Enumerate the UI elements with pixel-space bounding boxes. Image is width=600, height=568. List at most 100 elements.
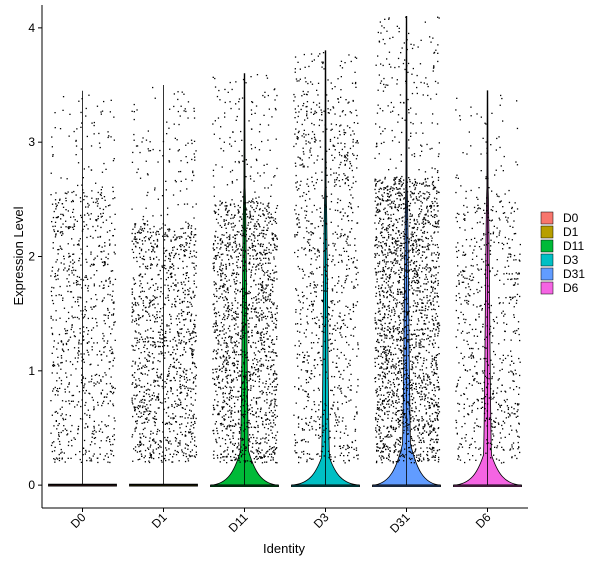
data-point <box>190 338 192 340</box>
data-point <box>429 439 432 442</box>
data-point <box>219 285 222 287</box>
data-point <box>95 305 97 307</box>
data-point <box>110 376 112 378</box>
data-point <box>227 291 229 294</box>
data-point <box>106 437 108 439</box>
data-point <box>73 437 75 439</box>
data-point <box>219 239 221 242</box>
data-point <box>242 227 244 229</box>
data-point <box>177 150 179 152</box>
data-point <box>294 444 296 447</box>
data-point <box>313 141 316 143</box>
data-point <box>191 348 193 351</box>
data-point <box>212 244 215 246</box>
data-point <box>275 389 278 391</box>
data-point <box>179 328 181 330</box>
data-point <box>147 354 149 356</box>
data-point <box>344 314 346 316</box>
data-point <box>162 223 164 225</box>
data-point <box>299 78 301 80</box>
data-point <box>227 289 229 291</box>
data-point <box>232 347 234 349</box>
data-point <box>224 244 226 246</box>
data-point <box>352 304 355 306</box>
data-point <box>87 285 90 287</box>
data-point <box>267 274 269 276</box>
data-point <box>394 204 396 206</box>
data-point <box>248 292 250 295</box>
data-point <box>109 243 111 245</box>
data-point <box>217 208 220 211</box>
data-point <box>264 254 266 256</box>
data-point <box>273 451 275 454</box>
data-point <box>235 377 238 379</box>
data-point <box>134 449 137 452</box>
data-point <box>234 342 236 344</box>
data-point <box>270 404 272 406</box>
data-point <box>174 253 177 255</box>
data-point <box>255 442 257 445</box>
data-point <box>309 244 311 246</box>
data-point <box>236 446 239 448</box>
data-point <box>154 289 156 292</box>
data-point <box>76 275 79 278</box>
data-point <box>101 421 103 423</box>
data-point <box>303 429 305 431</box>
data-point <box>225 413 227 416</box>
data-point <box>338 416 340 418</box>
data-point <box>191 231 193 233</box>
data-point <box>172 366 174 368</box>
data-point <box>250 399 253 401</box>
data-point <box>132 415 134 418</box>
data-point <box>240 216 242 218</box>
data-point <box>261 449 263 451</box>
data-point <box>86 245 88 247</box>
data-point <box>392 393 394 395</box>
data-point <box>54 458 56 461</box>
data-point <box>346 125 349 127</box>
data-point <box>263 172 265 174</box>
data-point <box>377 55 379 57</box>
data-point <box>256 458 258 460</box>
data-point <box>189 431 191 434</box>
data-point <box>224 101 226 104</box>
data-point <box>306 321 308 323</box>
data-point <box>55 208 57 210</box>
data-point <box>148 302 151 304</box>
data-point <box>381 198 384 200</box>
data-point <box>330 407 332 410</box>
data-point <box>71 424 73 427</box>
data-point <box>91 436 93 438</box>
data-point <box>222 393 224 395</box>
data-point <box>100 213 102 215</box>
data-point <box>173 246 175 248</box>
data-point <box>77 301 79 303</box>
data-point <box>295 234 297 236</box>
data-point <box>136 394 138 396</box>
data-point <box>297 231 299 234</box>
data-point <box>231 379 233 381</box>
data-point <box>275 271 278 273</box>
data-point <box>228 235 230 238</box>
data-point <box>102 265 105 267</box>
data-point <box>135 145 138 147</box>
data-point <box>276 167 278 170</box>
data-point <box>315 334 318 336</box>
data-point <box>233 272 235 274</box>
data-point <box>225 207 227 209</box>
data-point <box>105 219 108 221</box>
data-point <box>228 426 231 428</box>
data-point <box>183 311 185 313</box>
data-point <box>224 277 226 280</box>
data-point <box>318 409 320 411</box>
data-point <box>59 232 62 234</box>
data-point <box>346 326 349 328</box>
data-point <box>139 441 142 443</box>
data-point <box>154 380 156 383</box>
data-point <box>150 278 153 281</box>
data-point <box>148 249 150 251</box>
data-point <box>244 410 246 412</box>
data-point <box>68 382 70 384</box>
data-point <box>186 313 189 315</box>
data-point <box>144 341 146 343</box>
